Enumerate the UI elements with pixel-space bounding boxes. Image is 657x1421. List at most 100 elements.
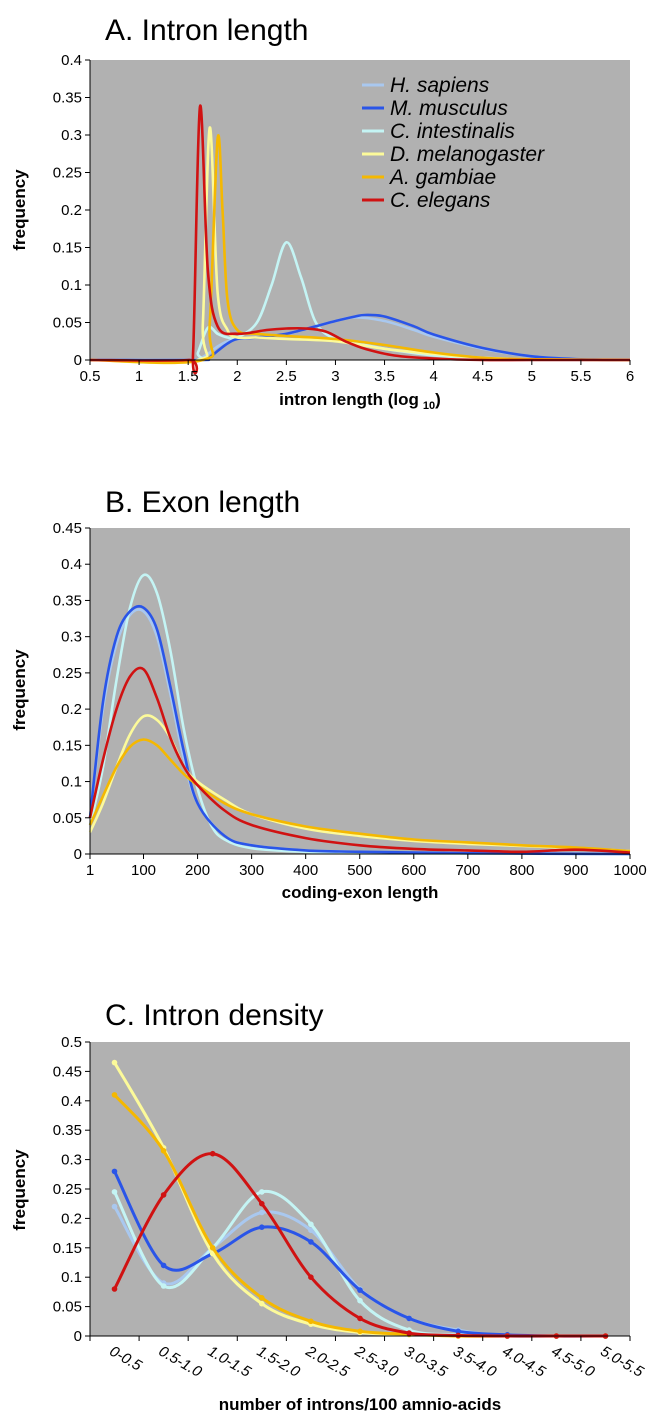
panel-a-xtick-label: 1 (135, 368, 143, 385)
panel-b-exon-length: B. Exon length 0 0.05 0.1 0.15 0.2 0.25 0.3 0.3… (10, 486, 647, 902)
panel-c-point-a-gambiae-1 (160, 1148, 167, 1154)
panel-b-ytick-label: 0.2 (61, 701, 82, 718)
panel-c-title: C. Intron density (105, 999, 323, 1032)
legend-label-m-musculus: M. musculus (390, 97, 508, 120)
panel-b-ytick-label: 0.3 (61, 629, 82, 646)
panel-c-point-m-musculus-5 (357, 1287, 363, 1293)
panel-a-xtick-label: 1.5 (178, 368, 199, 385)
panel-c-point-c-intestinalis-0 (111, 1189, 118, 1195)
panel-c-point-h-sapiens-0 (111, 1203, 118, 1210)
panel-a-plot-area (90, 60, 630, 360)
panel-c-xtick-label: 0-0.5 (107, 1343, 146, 1375)
panel-c-point-a-gambiae-5 (357, 1328, 363, 1335)
panel-a-xlabel-main: intron length (log (279, 390, 419, 409)
panel-c-xtick-label: 2.0-2.5 (302, 1342, 352, 1381)
panel-c-point-a-gambiae-4 (308, 1318, 314, 1325)
panel-b-series-c-intestinalis (88, 573, 631, 856)
panel-c-point-c-elegans-1 (160, 1192, 167, 1198)
panel-c-ytick-label: 0.3 (61, 1152, 82, 1169)
panel-b-xtick-label: 300 (239, 862, 264, 879)
panel-a-xtick-label: 3.5 (374, 368, 395, 385)
panel-a-intron-length: A. Intron length 0 0.05 0.1 0.15 0.2 0.25 0.3 0… (10, 14, 634, 412)
panel-a-series-m-musculus (89, 313, 631, 362)
panel-c-point-c-intestinalis-3 (259, 1189, 265, 1195)
panel-b-series-d-melanogaster (88, 714, 631, 853)
panel-c-ylabel: frequency (10, 1149, 29, 1231)
panel-c-point-c-elegans-4 (308, 1274, 314, 1280)
panel-c-point-m-musculus-1 (160, 1262, 167, 1269)
legend-label-d-melanogaster: D. melanogaster (390, 143, 545, 166)
panel-c-point-c-elegans-7 (455, 1332, 462, 1339)
panel-c-ytick-label: 0.15 (53, 1240, 82, 1257)
panel-a-xtick-label: 6 (626, 368, 634, 385)
panel-b-ytick-label: 0.45 (53, 520, 82, 537)
panel-a-xtick-label: 5 (528, 368, 536, 385)
legend-label-a-gambiae: A. gambiae (388, 166, 496, 189)
panel-c-xtick-label: 5.0-5.5 (597, 1343, 647, 1381)
panel-c-point-d-melanogaster-0 (111, 1059, 118, 1066)
panel-b-series-a-gambiae (88, 738, 631, 853)
panel-c-ytick-label: 0.4 (61, 1093, 82, 1110)
panel-b-ytick-label: 0.4 (61, 556, 82, 573)
panel-c-xtick-label: 4.0-4.5 (499, 1343, 549, 1381)
panel-a-ytick-label: 0 (74, 352, 82, 369)
panel-c-point-a-gambiae-3 (259, 1295, 265, 1301)
panel-b-title: B. Exon length (105, 486, 300, 519)
panel-b-ylabel: frequency (10, 649, 29, 731)
panel-a-series-c-intestinalis (89, 241, 631, 362)
panel-b-ytick-label: 0.15 (53, 737, 82, 754)
panel-a-xlabel-sub: 10 (423, 400, 435, 412)
panel-a-xtick-label: 3 (331, 368, 339, 385)
panel-c-ytick-label: 0.5 (61, 1034, 82, 1051)
panel-b-xtick-label: 600 (401, 862, 426, 879)
panel-c-ytick-label: 0.25 (53, 1181, 82, 1198)
panel-b-xtick-label: 200 (185, 862, 210, 879)
panel-c-point-m-musculus-7 (455, 1328, 462, 1335)
panel-b-ytick-label: 0.25 (53, 665, 82, 682)
panel-c-ytick-label: 0.1 (61, 1269, 82, 1286)
panel-a-xtick-label: 4 (429, 368, 437, 385)
panel-c-xtick-label: 2.5-3.0 (351, 1342, 401, 1381)
panel-c-point-c-elegans-2 (209, 1150, 216, 1157)
panel-b-series-m-musculus (88, 604, 631, 856)
panel-b-ytick-label: 0.1 (61, 774, 82, 791)
panel-b-xtick-label: 900 (563, 862, 588, 879)
legend-label-h-sapiens: H. sapiens (390, 74, 490, 97)
panel-b-series-c-elegans (88, 666, 631, 854)
legend-label-c-elegans: C. elegans (390, 189, 491, 212)
panel-c-point-m-musculus-3 (259, 1224, 265, 1230)
panel-c-xtick-label: 1.0-1.5 (205, 1343, 255, 1381)
panel-c-point-c-elegans-5 (357, 1315, 363, 1322)
panel-a-ytick-label: 0.3 (61, 127, 82, 144)
panel-c-intron-density: C. Intron density 0 0.05 0.1 0.15 0.2 0.25 0.3… (10, 999, 647, 1414)
panel-c-point-a-gambiae-2 (209, 1245, 216, 1251)
panel-c-ytick-label: 0.35 (53, 1122, 82, 1139)
panel-c-xtick-label: 3.0-3.5 (401, 1343, 451, 1381)
panel-a-title: A. Intron length (105, 14, 308, 47)
panel-c-point-m-musculus-0 (111, 1168, 118, 1175)
panel-c-point-m-musculus-4 (308, 1239, 314, 1245)
panel-c-ytick-label: 0.45 (53, 1063, 82, 1080)
panel-b-xtick-label: 700 (455, 862, 480, 879)
panel-c-point-c-elegans-0 (111, 1286, 118, 1292)
panel-c-ytick-label: 0.2 (61, 1210, 82, 1227)
panel-c-point-c-intestinalis-5 (357, 1297, 363, 1304)
panel-a-ylabel: frequency (10, 169, 29, 251)
panel-c-point-d-melanogaster-3 (259, 1300, 265, 1307)
panel-c-point-c-elegans-6 (406, 1330, 412, 1336)
panel-a-ytick-label: 0.2 (61, 202, 82, 219)
panel-a-xtick-label: 2.5 (276, 368, 297, 385)
panel-b-plot-area (90, 528, 630, 854)
panel-c-point-h-sapiens-4 (308, 1227, 314, 1233)
panel-b-xtick-label: 100 (131, 862, 156, 879)
panel-c-point-a-gambiae-0 (111, 1092, 118, 1098)
panel-c-point-c-intestinalis-1 (160, 1283, 167, 1289)
panel-a-ytick-label: 0.25 (53, 165, 82, 182)
panel-a-xlabel-close: ) (435, 390, 441, 409)
panel-a-xtick-label: 5.5 (570, 368, 591, 385)
panel-b-ytick-label: 0.05 (53, 810, 82, 827)
panel-c-ytick-label: 0 (74, 1328, 82, 1345)
panel-c-ytick-label: 0.05 (53, 1299, 82, 1316)
